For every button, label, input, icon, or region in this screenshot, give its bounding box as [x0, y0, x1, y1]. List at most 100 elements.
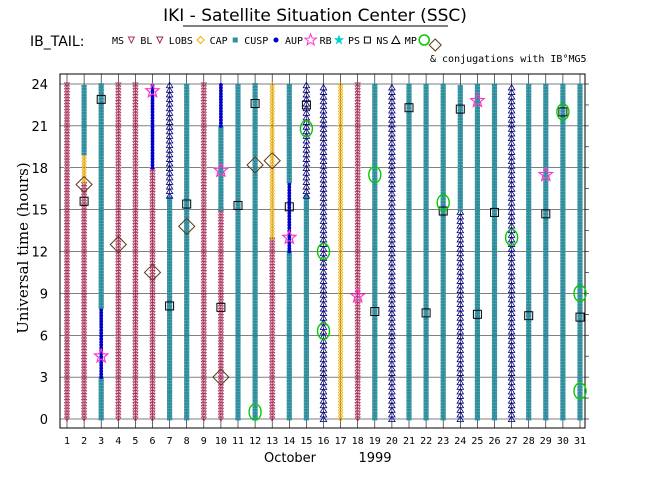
cap-marker: [286, 303, 292, 307]
ms-marker: [200, 316, 208, 323]
cap-marker: [252, 91, 258, 95]
cap-marker: [303, 209, 309, 213]
ns-marker: [456, 364, 465, 372]
ms-marker: [200, 357, 208, 364]
cap-marker: [252, 197, 258, 201]
ns-marker: [302, 127, 311, 135]
cap-marker: [440, 136, 446, 139]
cap-marker: [235, 241, 241, 245]
cap-marker: [406, 303, 412, 307]
ms-marker: [115, 226, 122, 232]
cap-marker: [98, 232, 104, 236]
cap-marker: [286, 370, 292, 374]
ms-marker: [63, 272, 71, 279]
cap-marker: [235, 312, 241, 315]
lobs-marker: [337, 155, 344, 161]
cap-marker: [406, 282, 412, 286]
cap-marker: [423, 373, 429, 377]
ms-marker: [63, 211, 71, 217]
cap-marker: [184, 294, 190, 298]
cap-marker: [560, 89, 566, 93]
cap-marker: [184, 353, 190, 356]
cap-marker: [184, 350, 190, 353]
ms-marker: [217, 314, 225, 320]
cap-marker: [543, 276, 549, 280]
cap-marker: [491, 282, 498, 286]
ms-marker: [115, 404, 122, 411]
ms-marker: [115, 217, 122, 223]
cap-marker: [167, 284, 173, 287]
ns-marker: [387, 286, 396, 294]
cap-marker: [406, 347, 412, 351]
ms-marker: [80, 381, 88, 387]
cap-marker: [184, 106, 190, 110]
ms-marker: [200, 325, 208, 332]
ns-marker: [507, 240, 516, 247]
cap-marker: [491, 139, 498, 142]
cap-marker: [252, 94, 258, 98]
cap-marker: [474, 397, 480, 400]
lobs-marker: [269, 123, 275, 129]
cap-marker: [406, 136, 412, 139]
ms-marker: [115, 399, 122, 405]
cap-marker: [543, 315, 549, 318]
cap-marker: [406, 414, 412, 418]
lobs-marker: [337, 313, 344, 320]
cap-marker: [560, 347, 566, 351]
ms-marker: [217, 363, 225, 370]
cap-marker: [560, 394, 566, 397]
cap-marker: [560, 370, 566, 374]
cap-marker: [577, 297, 583, 301]
ms-marker: [63, 340, 71, 346]
cap-marker: [543, 133, 549, 137]
cap-marker: [526, 168, 532, 172]
cap-marker: [286, 338, 292, 342]
cap-marker: [423, 376, 429, 380]
ms-marker: [200, 378, 208, 384]
ms-marker: [63, 164, 71, 170]
cap-marker: [491, 191, 498, 195]
cap-marker: [491, 106, 498, 110]
cap-marker: [235, 197, 241, 201]
cap-marker: [372, 238, 378, 242]
ms-marker: [217, 275, 225, 282]
cap-marker: [543, 250, 549, 254]
legend-label: RB: [320, 36, 332, 47]
ms-marker: [132, 331, 139, 337]
cap-marker: [560, 417, 566, 421]
cap-marker: [286, 256, 292, 260]
ms-marker: [132, 275, 139, 282]
cap-marker: [218, 137, 224, 141]
ns-marker: [165, 173, 174, 181]
cap-marker: [543, 391, 549, 395]
ms-marker: [63, 267, 71, 273]
ms-marker: [63, 223, 71, 229]
cap-marker: [440, 385, 446, 389]
ms-marker: [115, 208, 122, 214]
cap-marker: [252, 317, 258, 321]
legend-label: MP: [405, 36, 417, 47]
cap-marker: [235, 379, 241, 383]
cap-marker: [303, 402, 309, 406]
cap-marker: [372, 89, 378, 93]
cap-marker: [235, 115, 241, 119]
cap-marker: [235, 353, 241, 356]
cap-marker: [560, 150, 566, 154]
ms-marker: [354, 179, 361, 185]
cap-marker: [167, 339, 173, 343]
cap-marker: [286, 411, 292, 415]
cap-marker: [526, 103, 532, 107]
cap-marker: [81, 114, 87, 118]
cap-marker: [526, 165, 532, 169]
cap-marker: [184, 312, 190, 315]
y-tick-label: 0: [40, 413, 48, 428]
ms-marker: [80, 270, 88, 276]
ns-marker: [165, 178, 174, 185]
cap-marker: [577, 288, 583, 292]
cap-marker: [440, 89, 446, 93]
aup-marker: [212, 161, 230, 178]
cap-marker: [577, 329, 583, 333]
cap-marker: [252, 385, 258, 389]
lobs-marker: [337, 205, 344, 211]
cap-marker: [457, 90, 463, 94]
